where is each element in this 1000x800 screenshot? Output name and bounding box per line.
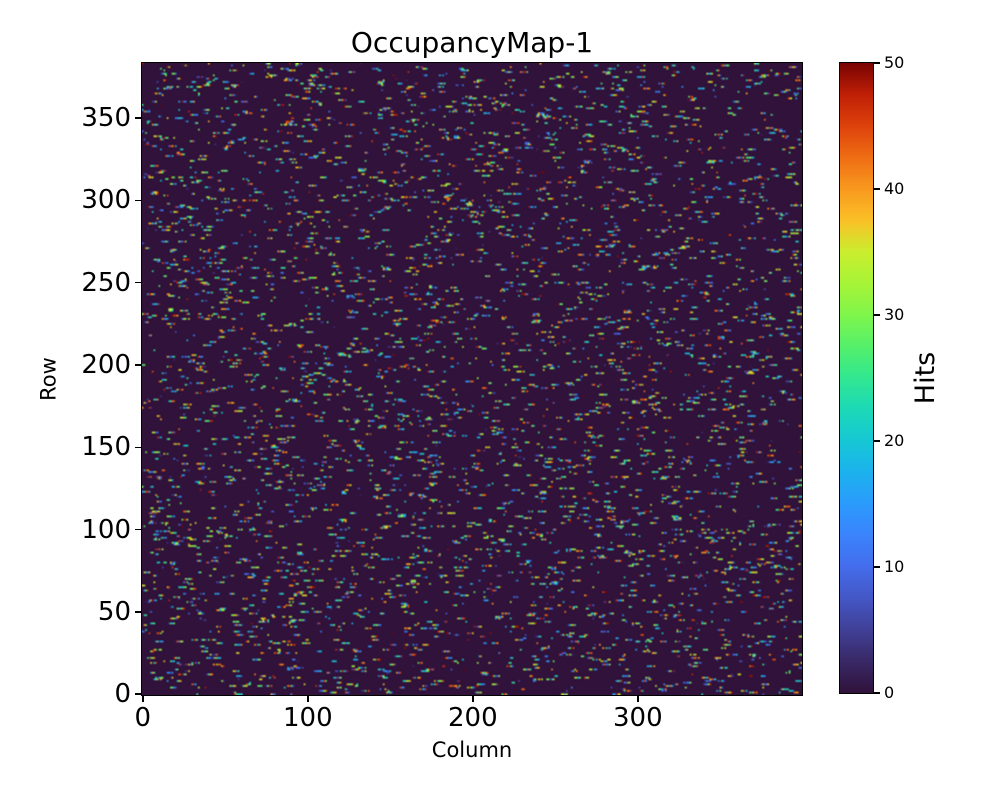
x-tick-label: 200 (447, 703, 498, 733)
heatmap-canvas (142, 63, 802, 695)
y-tick-label: 50 (97, 596, 131, 627)
y-tick (135, 364, 142, 366)
colorbar-tick-label: 30 (884, 305, 905, 324)
y-tick-label: 150 (81, 432, 131, 463)
x-tick-label: 100 (282, 703, 333, 733)
colorbar-tick-label: 20 (884, 431, 905, 450)
y-tick (135, 528, 142, 531)
y-tick (135, 693, 142, 695)
x-axis-label: Column (431, 738, 513, 762)
y-tick-label: 100 (81, 514, 131, 545)
y-tick-label: 0 (114, 679, 131, 710)
x-tick-label: 0 (134, 703, 152, 733)
x-tick-label: 300 (612, 703, 663, 733)
x-tick (637, 695, 639, 702)
y-tick (135, 117, 142, 119)
colorbar-tick (874, 62, 880, 64)
plot-area (141, 62, 803, 696)
colorbar-tick (874, 692, 880, 694)
colorbar-label: Hits (910, 351, 942, 405)
colorbar-tick-label: 0 (884, 683, 895, 702)
y-tick-label: 350 (81, 103, 131, 134)
colorbar-tick-label: 40 (884, 179, 905, 198)
colorbar-tick (874, 440, 880, 442)
colorbar-tick (874, 314, 880, 316)
x-tick (472, 695, 474, 702)
colorbar-tick-label: 50 (884, 53, 905, 72)
colorbar-tick (874, 188, 880, 190)
y-axis-label: Row (36, 357, 61, 401)
colorbar (839, 62, 874, 694)
x-tick (307, 695, 309, 702)
colorbar-tick-label: 10 (884, 557, 905, 576)
y-tick (135, 199, 142, 202)
y-tick-label: 250 (81, 267, 131, 298)
y-tick-label: 300 (81, 185, 131, 216)
chart-title: OccupancyMap-1 (350, 26, 594, 59)
y-tick (135, 611, 142, 613)
y-tick-label: 200 (81, 350, 131, 380)
colorbar-canvas (840, 63, 873, 693)
x-tick (142, 695, 144, 702)
y-tick (135, 446, 142, 449)
colorbar-tick (874, 566, 880, 568)
y-tick (135, 281, 142, 284)
